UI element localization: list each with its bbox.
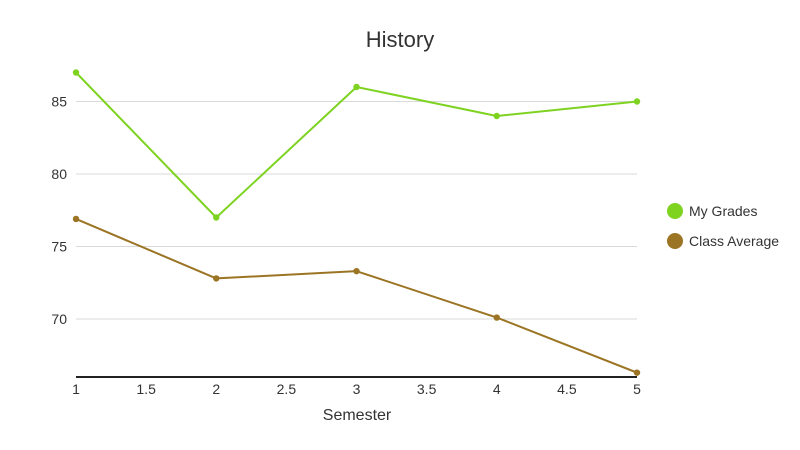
x-tick-label: 1.5	[136, 381, 156, 397]
x-axis-ticks: 1 1.5 2 2.5 3 3.5 4 4.5 5	[72, 381, 641, 397]
legend-label: My Grades	[689, 203, 757, 219]
legend: My Grades Class Average	[667, 203, 779, 249]
legend-marker	[667, 233, 683, 249]
data-point[interactable]	[213, 275, 220, 282]
data-point[interactable]	[493, 112, 500, 120]
x-tick-label: 4.5	[557, 381, 577, 397]
series-class-average	[72, 215, 641, 376]
grid-lines	[76, 101, 637, 320]
x-tick-label: 4	[493, 381, 501, 397]
legend-marker	[667, 203, 683, 219]
data-point[interactable]	[353, 267, 360, 275]
series-lines	[72, 69, 641, 376]
series-line	[75, 218, 638, 374]
chart-title: History	[366, 27, 434, 52]
data-point[interactable]	[72, 69, 80, 76]
x-axis-label: Semester	[323, 407, 392, 424]
legend-label: Class Average	[689, 233, 779, 249]
series-line	[75, 71, 638, 219]
y-tick-label: 85	[51, 94, 67, 110]
x-tick-label: 3	[353, 381, 361, 397]
data-point[interactable]	[213, 214, 220, 221]
data-point[interactable]	[493, 314, 500, 321]
y-tick-label: 75	[51, 239, 67, 255]
y-tick-label: 70	[51, 311, 67, 327]
legend-item[interactable]: My Grades	[667, 203, 757, 219]
series-my-grades	[72, 69, 641, 221]
data-point[interactable]	[633, 98, 641, 105]
data-point[interactable]	[353, 83, 360, 91]
y-tick-label: 80	[51, 166, 67, 182]
data-point[interactable]	[72, 215, 80, 223]
x-tick-label: 5	[633, 381, 641, 397]
y-axis-ticks: 70 75 80 85	[51, 94, 67, 328]
x-tick-label: 2.5	[277, 381, 297, 397]
data-point[interactable]	[633, 369, 641, 376]
x-tick-label: 2	[212, 381, 220, 397]
x-tick-label: 1	[72, 381, 80, 397]
x-tick-label: 3.5	[417, 381, 437, 397]
legend-item[interactable]: Class Average	[667, 233, 779, 249]
